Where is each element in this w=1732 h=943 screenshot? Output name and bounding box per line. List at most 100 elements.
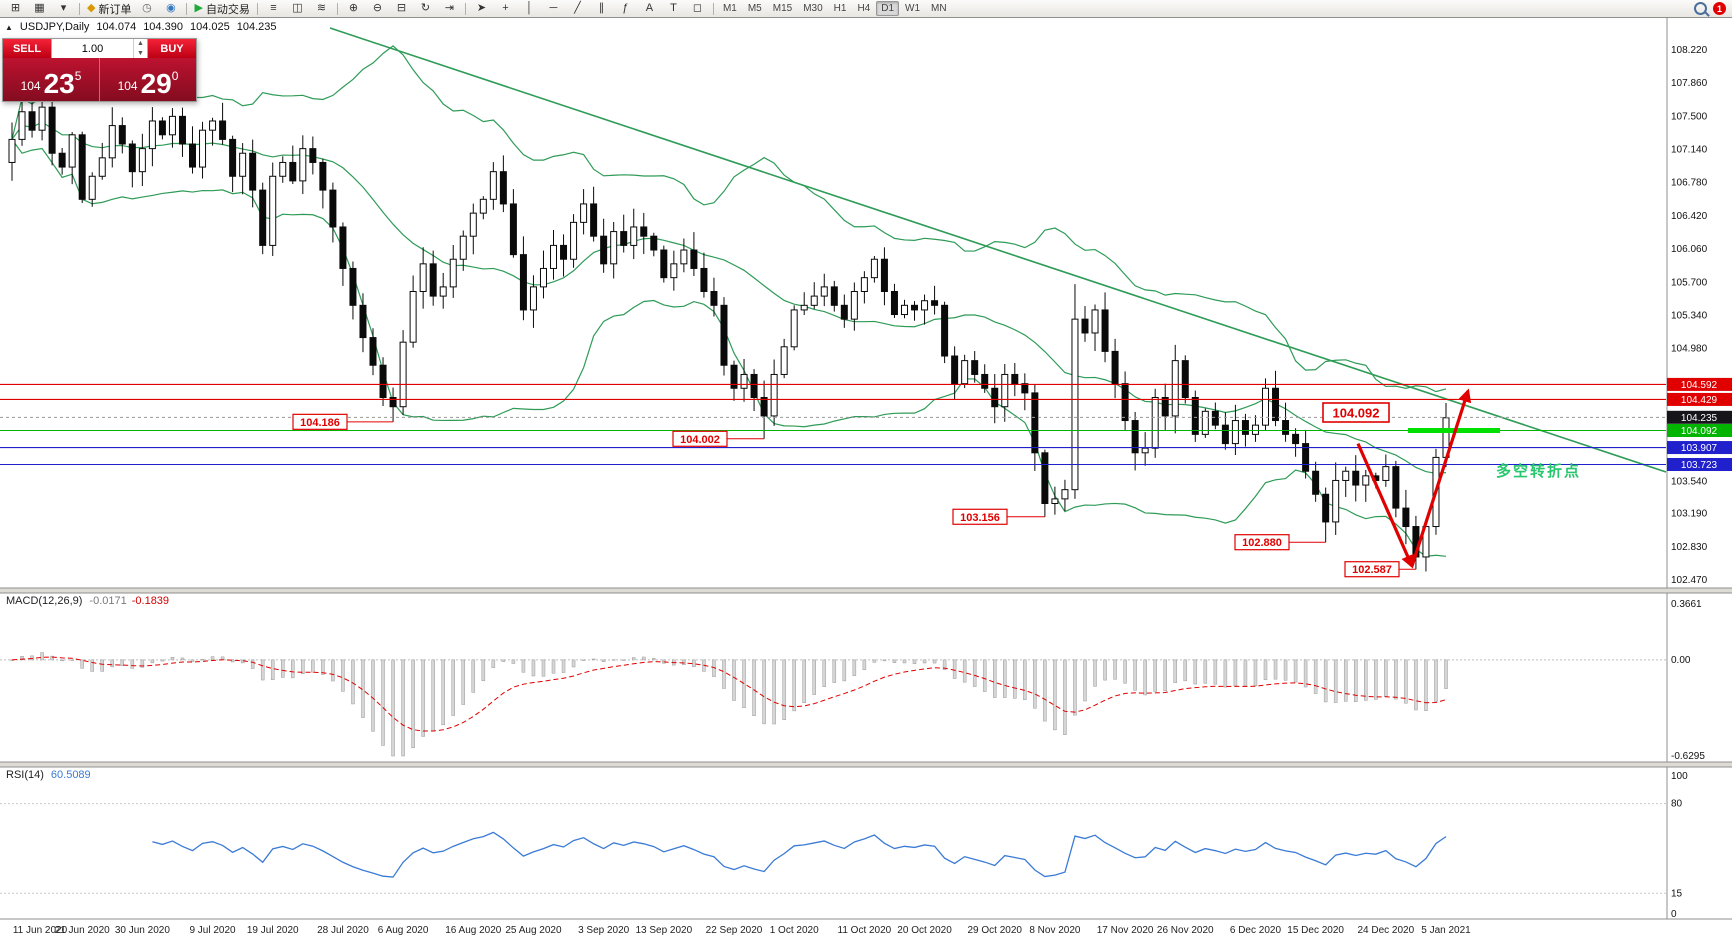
svg-text:106.060: 106.060 [1671,244,1708,255]
svg-text:104.592: 104.592 [1681,380,1718,391]
bar-chart-button[interactable]: ≡ [262,0,285,17]
chart-shift-icon: ⇥ [444,2,455,14]
toolbar-separator [336,2,338,15]
volume-down-icon[interactable]: ▼ [137,49,144,57]
svg-text:105.700: 105.700 [1671,277,1708,288]
search-icon[interactable] [1694,2,1707,15]
bollinger-upper-band [11,45,1447,393]
svg-text:24 Dec 2020: 24 Dec 2020 [1357,925,1414,936]
up-arrow[interactable] [1410,388,1472,567]
alerts-button[interactable]: ◷ [135,0,158,17]
line-chart-button[interactable]: ≋ [310,0,333,17]
timeframe-d1-button[interactable]: D1 [876,1,900,16]
crosshair-button[interactable]: + [494,0,517,17]
volume-input[interactable]: 1.00 [81,42,104,55]
new-chart-button[interactable]: ⊞ [4,0,27,17]
buy-button[interactable]: BUY [148,39,196,58]
rsi-line [152,831,1447,878]
price-callout-102.880[interactable]: 102.880 [1234,534,1326,551]
crosshair-icon: + [502,2,509,14]
community-button[interactable]: ◉ [159,0,182,17]
svg-text:20 Oct 2020: 20 Oct 2020 [897,925,952,936]
svg-text:103.190: 103.190 [1671,509,1708,520]
candlestick-series [8,95,1450,572]
price-callout-104.092[interactable]: 104.092 [1322,402,1390,423]
macd-main-value: -0.0171 [89,595,127,607]
svg-text:-0.6295: -0.6295 [1671,751,1705,762]
symbol-title: USDJPY,Daily [19,21,90,33]
profiles-button[interactable]: ▦ [28,0,51,17]
candlestick-chart-icon: ◫ [292,2,303,14]
sell-price-button[interactable]: 104 23 5 [3,58,99,101]
svg-text:1 Oct 2020: 1 Oct 2020 [770,925,819,936]
svg-text:5 Jan 2021: 5 Jan 2021 [1421,925,1471,936]
timeframe-m5-button[interactable]: M5 [747,3,762,14]
tile-windows-button[interactable]: ⊟ [390,0,413,17]
zoom-in-button[interactable]: ⊕ [342,0,365,17]
descending-trendline[interactable] [329,27,1667,473]
chart-shift-button[interactable]: ⇥ [438,0,461,17]
toolbar-separator [79,2,80,15]
timeframe-mn-button[interactable]: MN [931,3,947,14]
timeframe-m1-button[interactable]: M1 [722,3,737,14]
zoom-out-button[interactable]: ⊖ [366,0,389,17]
svg-text:107.860: 107.860 [1671,78,1708,89]
rsi-panel: 100 80 15 0 [0,771,1688,920]
timeframe-w1-button[interactable]: W1 [905,3,921,14]
auto-trading-button[interactable]: ▶ 自动交易 [191,0,252,17]
buy-price-button[interactable]: 104 29 0 [100,58,196,101]
svg-text:104.980: 104.980 [1671,344,1708,355]
price-callout-104.186[interactable]: 104.186 [292,413,394,430]
cursor-icon: ➤ [476,2,487,14]
price-callout-102.587[interactable]: 102.587 [1344,561,1416,578]
svg-text:19 Jul 2020: 19 Jul 2020 [247,925,299,936]
profiles-dropdown-icon[interactable]: ▾ [52,0,75,17]
vertical-line-icon: │ [526,2,533,14]
notification-badge[interactable]: 1 [1713,2,1726,15]
cursor-button[interactable]: ➤ [470,0,493,17]
text-button[interactable]: A [638,0,661,17]
new-chart-icon: ⊞ [10,2,21,14]
timeframe-m15-button[interactable]: M15 [772,3,793,14]
volume-up-icon[interactable]: ▲ [137,40,144,48]
label-button[interactable]: T [662,0,685,17]
svg-text:29 Oct 2020: 29 Oct 2020 [967,925,1022,936]
vertical-line-button[interactable]: │ [518,0,541,17]
price-callout-103.156[interactable]: 103.156 [952,508,1045,525]
ohlc-low: 104.025 [189,21,230,33]
svg-text:103.907: 103.907 [1681,443,1718,454]
sell-button[interactable]: SELL [3,39,51,58]
candlestick-chart-button[interactable]: ◫ [286,0,309,17]
profiles-icon: ▦ [34,2,45,14]
toolbar-separator [256,2,258,15]
price-callout-104.002[interactable]: 104.002 [672,430,765,447]
shapes-button[interactable]: ◻ [686,0,709,17]
auto-scroll-button[interactable]: ↻ [414,0,437,17]
timeframe-m30-button[interactable]: M30 [803,3,823,14]
fibonacci-button[interactable]: ƒ [614,0,637,17]
one-click-expander-icon[interactable]: ▲ [5,22,13,32]
toolbar-separator [186,2,188,15]
trendline-button[interactable]: ╱ [566,0,589,17]
auto-scroll-icon: ↻ [420,2,431,14]
svg-text:105.340: 105.340 [1671,310,1708,321]
rsi-name: RSI(14) [6,769,44,781]
svg-text:17 Nov 2020: 17 Nov 2020 [1097,925,1154,936]
timeframe-h1-button[interactable]: H1 [833,3,847,14]
ohlc-close: 104.235 [236,21,277,33]
svg-text:103.540: 103.540 [1671,476,1708,487]
svg-text:13 Sep 2020: 13 Sep 2020 [635,925,692,936]
svg-text:107.140: 107.140 [1671,145,1708,156]
horizontal-line-button[interactable]: ─ [542,0,565,17]
timeframe-h4-button[interactable]: H4 [857,3,871,14]
down-arrow[interactable] [1356,442,1414,569]
one-click-trading-panel: SELL 1.00 ▲ ▼ BUY 104 23 5 104 29 0 [2,38,197,102]
svg-text:11 Jun 2020: 11 Jun 2020 [13,925,68,936]
profiles-dropdown-icon: ▾ [60,2,67,14]
ohlc-high: 104.390 [143,21,183,33]
channel-button[interactable]: ∥ [590,0,613,17]
turning-point-note[interactable]: 多空转折点 [1496,462,1581,480]
svg-text:102.470: 102.470 [1671,575,1708,586]
new-order-button[interactable]: ◆ 新订单 [84,0,134,17]
buy-price-point: 0 [171,69,179,83]
